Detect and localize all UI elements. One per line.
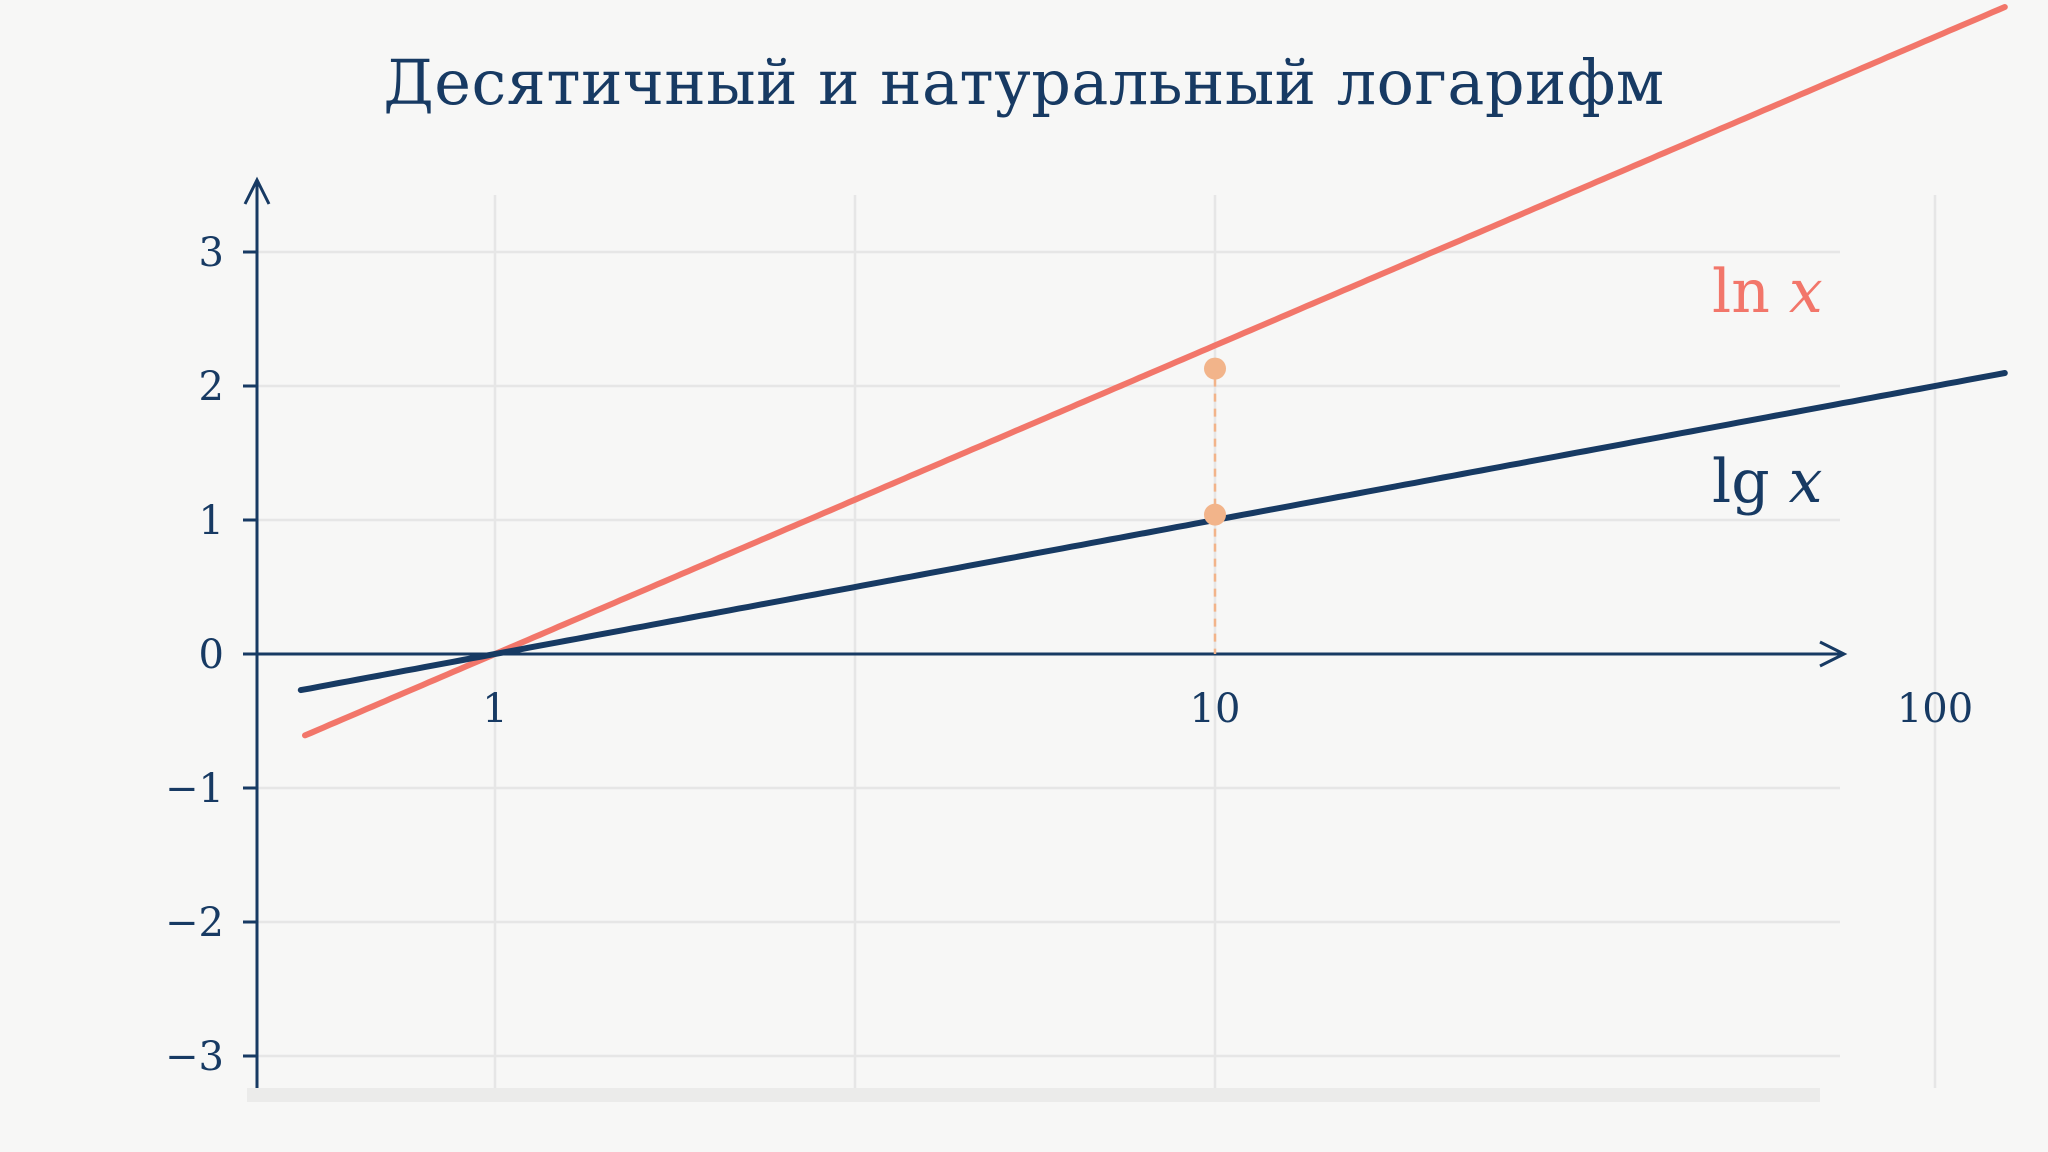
y-axis-arrow (243, 176, 271, 205)
x-tick-label: 100 (1897, 686, 1973, 732)
x-tick-label: 10 (1190, 686, 1241, 732)
x-tick-label: 1 (482, 686, 507, 732)
series-labels: ln x lg x (1712, 257, 1823, 517)
x-axis-arrow (1819, 640, 1848, 668)
y-tick-label: 2 (199, 364, 224, 410)
y-tick-label: −3 (165, 1034, 224, 1080)
series-label-ln: ln x (1712, 257, 1823, 327)
series-line-lg (297, 370, 2008, 694)
chart-title: Десятичный и натуральный логарифм (383, 46, 1665, 119)
series-label-lg: lg x (1712, 447, 1823, 517)
y-tick-label: 1 (199, 498, 224, 544)
series-line-ln (302, 4, 2008, 739)
highlight-point (1204, 503, 1226, 526)
plot-bottom-shade (247, 1088, 1820, 1102)
plot-shadow (247, 1088, 1820, 1102)
y-tick-label: 3 (199, 230, 224, 276)
y-tick-label: 0 (199, 632, 224, 678)
axes (243, 176, 1848, 1088)
y-tick-label: −1 (165, 766, 224, 812)
series-group (297, 4, 2008, 739)
highlight-point (1204, 357, 1226, 380)
grid (257, 195, 1937, 1088)
y-tick-label: −2 (165, 900, 224, 946)
